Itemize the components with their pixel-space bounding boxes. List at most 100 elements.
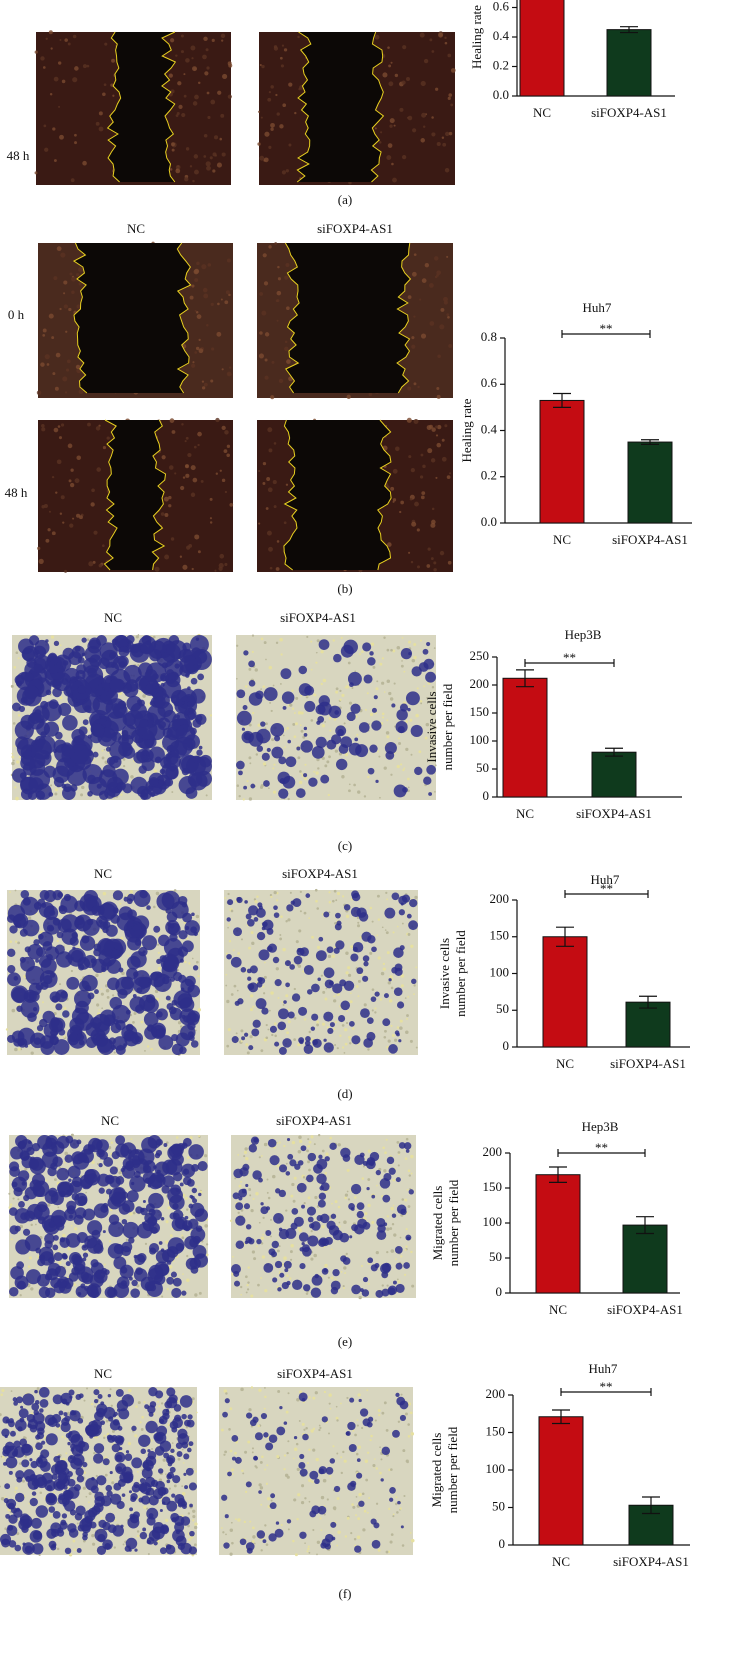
- stained-cell: [313, 1039, 322, 1048]
- pore: [221, 1429, 224, 1432]
- stained-cell: [131, 1426, 136, 1431]
- pore: [140, 1421, 142, 1423]
- stained-cell: [142, 1222, 145, 1225]
- pore: [335, 1200, 338, 1203]
- pore: [335, 899, 337, 901]
- pore: [153, 906, 156, 909]
- stained-cell: [270, 1026, 277, 1033]
- stained-cell: [300, 1247, 304, 1251]
- stained-cell: [65, 1548, 71, 1554]
- pore: [346, 1397, 348, 1399]
- cell: [277, 540, 280, 543]
- cell: [286, 484, 288, 486]
- stained-cell: [153, 1541, 157, 1545]
- stained-cell: [171, 1288, 181, 1298]
- pore: [387, 679, 391, 683]
- pore: [413, 656, 416, 659]
- pore: [270, 991, 273, 994]
- pore: [389, 1227, 392, 1230]
- pore: [304, 1018, 306, 1020]
- stained-cell: [62, 715, 78, 731]
- stained-cell: [100, 902, 118, 920]
- pore: [248, 1188, 251, 1191]
- stained-cell: [174, 663, 179, 668]
- pore: [308, 1478, 312, 1482]
- cell: [99, 564, 103, 568]
- pore: [349, 1042, 351, 1044]
- stained-cell: [89, 1435, 93, 1439]
- stained-cell: [256, 729, 271, 744]
- pore: [11, 756, 14, 759]
- stained-cell: [275, 979, 282, 986]
- stained-cell: [107, 978, 120, 991]
- pore: [308, 1449, 310, 1451]
- pore: [268, 1197, 271, 1200]
- pore: [297, 1043, 300, 1046]
- cell: [435, 88, 438, 91]
- pore: [343, 1266, 346, 1269]
- cell: [448, 344, 452, 348]
- pore: [1, 1497, 4, 1500]
- stained-cell: [98, 1163, 102, 1167]
- cell: [436, 434, 438, 436]
- stained-cell: [40, 1449, 49, 1458]
- cell: [107, 436, 110, 439]
- pore: [379, 663, 382, 666]
- pore: [338, 1143, 341, 1146]
- pore: [17, 1198, 19, 1200]
- cell: [448, 93, 452, 97]
- stained-cell: [255, 1432, 263, 1440]
- cell: [224, 449, 228, 453]
- stained-cell: [335, 940, 344, 949]
- stained-cell: [71, 1151, 84, 1164]
- stained-cell: [376, 1230, 386, 1240]
- cell: [277, 299, 280, 302]
- wound-gap: [285, 243, 410, 393]
- pore: [238, 1212, 240, 1214]
- stained-cell: [182, 902, 187, 907]
- cell: [63, 280, 67, 284]
- pore: [331, 1277, 334, 1280]
- pore: [345, 1194, 348, 1197]
- pore: [411, 1173, 413, 1175]
- stained-cell: [178, 975, 186, 983]
- pore: [293, 1200, 296, 1203]
- pore: [64, 1007, 67, 1010]
- stained-cell: [190, 926, 197, 933]
- stained-cell: [147, 1540, 151, 1544]
- pore: [407, 996, 409, 998]
- stained-cell: [363, 961, 368, 966]
- pore: [282, 948, 285, 951]
- stained-cell: [384, 908, 395, 919]
- pore: [15, 1487, 18, 1490]
- pore: [336, 1545, 338, 1547]
- cell: [425, 263, 429, 267]
- pore: [341, 694, 344, 697]
- pore: [352, 1506, 355, 1509]
- stained-cell: [356, 967, 363, 974]
- pore: [321, 1496, 324, 1499]
- pore: [346, 1010, 348, 1012]
- pore: [381, 1412, 384, 1415]
- cell: [431, 557, 434, 560]
- cell: [282, 170, 286, 174]
- pore: [103, 892, 107, 896]
- stained-cell: [88, 992, 95, 999]
- stained-cell: [395, 1246, 403, 1254]
- stained-cell: [58, 1473, 69, 1484]
- pore: [363, 1166, 365, 1168]
- cell: [40, 56, 44, 60]
- stained-cell: [56, 1279, 66, 1289]
- pore: [403, 671, 405, 673]
- stained-cell: [117, 1436, 124, 1443]
- pore: [306, 1550, 308, 1552]
- pore: [298, 1150, 301, 1153]
- stained-cell: [187, 1179, 195, 1187]
- stained-cell: [10, 1431, 16, 1437]
- cell: [204, 383, 208, 387]
- stained-cell: [264, 687, 278, 701]
- stained-cell: [244, 900, 248, 904]
- pore: [397, 1280, 400, 1283]
- pore: [292, 1141, 295, 1144]
- pore: [99, 1387, 101, 1389]
